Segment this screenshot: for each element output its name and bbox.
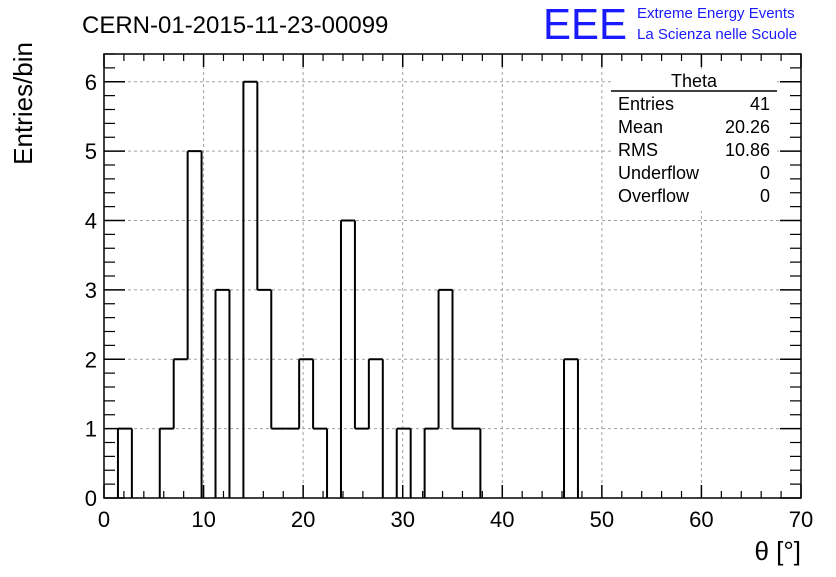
eee-logo: EEE Extreme Energy Events La Scienza nel…	[543, 0, 797, 49]
chart-title: CERN-01-2015-11-23-00099	[82, 12, 388, 39]
stats-label-underflow: Underflow	[618, 163, 700, 183]
plot-frame	[103, 53, 802, 499]
y-tick-label: 1	[85, 417, 97, 442]
x-tick-label: 70	[789, 507, 813, 532]
stats-box: Theta Entries 41 Mean 20.26 RMS 10.86 Un…	[611, 71, 777, 211]
x-tick-label: 10	[191, 507, 215, 532]
x-tick-label: 20	[291, 507, 315, 532]
stats-value-overflow: 0	[760, 186, 770, 206]
y-tick-label: 4	[85, 209, 97, 234]
stats-value-mean: 20.26	[725, 117, 770, 137]
y-tick-label: 6	[85, 70, 97, 95]
stats-box-background	[611, 71, 777, 211]
stats-box-title: Theta	[671, 71, 718, 91]
y-tick-label: 0	[85, 486, 97, 511]
eee-logo-line2: La Scienza nelle Scuole	[637, 26, 797, 43]
stats-label-overflow: Overflow	[618, 186, 690, 206]
stats-label-mean: Mean	[618, 117, 663, 137]
y-axis-label: Entries/bin	[8, 42, 38, 165]
x-tick-label: 0	[98, 507, 110, 532]
stats-value-entries: 41	[750, 94, 770, 114]
x-axis-label: θ [°]	[754, 536, 801, 566]
stats-label-rms: RMS	[618, 140, 658, 160]
stats-label-entries: Entries	[618, 94, 674, 114]
histogram-bars	[116, 80, 579, 498]
stats-value-underflow: 0	[760, 163, 770, 183]
eee-logo-line1: Extreme Energy Events	[637, 5, 795, 22]
x-tick-label: 50	[590, 507, 614, 532]
tick-labels: 0 10 20 30 40 50 60 70 0 1 2 3 4 5 6	[85, 70, 813, 532]
y-tick-label: 3	[85, 278, 97, 303]
x-tick-label: 30	[390, 507, 414, 532]
x-tick-label: 60	[689, 507, 713, 532]
y-tick-label: 5	[85, 139, 97, 164]
x-tick-label: 40	[490, 507, 514, 532]
eee-logo-mark: EEE	[543, 0, 627, 49]
y-tick-label: 2	[85, 347, 97, 372]
stats-value-rms: 10.86	[725, 140, 770, 160]
